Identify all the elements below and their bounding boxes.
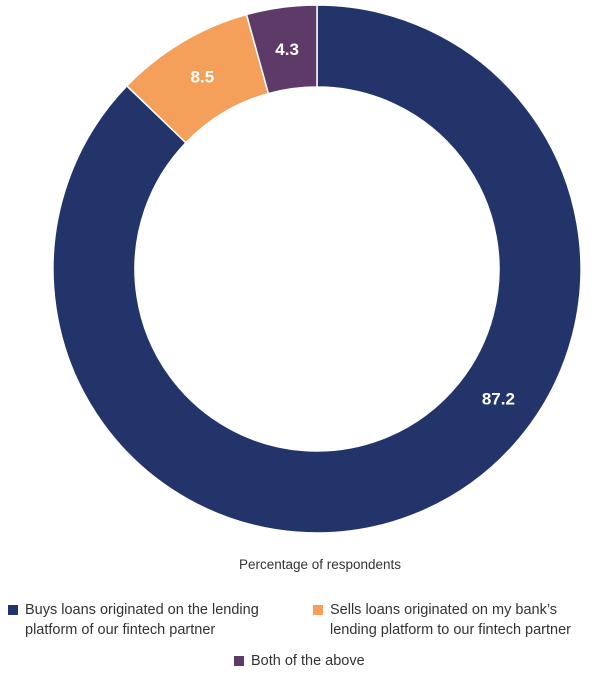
- legend-swatch-sells-loans: [313, 605, 323, 615]
- legend-label-line2: platform of our fintech partner: [25, 622, 216, 638]
- legend-item-buys-loans: Buys loans originated on the lending pla…: [8, 600, 298, 640]
- data-label-buys-loans: 87.2: [482, 390, 515, 409]
- legend-swatch-buys-loans: [8, 605, 18, 615]
- legend-swatch-both: [234, 656, 244, 666]
- data-label-sells-loans: 8.5: [191, 68, 215, 87]
- legend-item-both: Both of the above: [234, 651, 434, 671]
- chart-caption: Percentage of respondents: [238, 557, 402, 572]
- donut-chart: 87.2 8.5 4.3: [52, 4, 582, 534]
- legend-item-sells-loans: Sells loans originated on my bank’s lend…: [313, 600, 613, 640]
- legend-label-sells-loans: Sells loans originated on my bank’s lend…: [330, 600, 571, 640]
- data-label-both: 4.3: [275, 40, 299, 59]
- legend-label-line1: Sells loans originated on my bank’s: [330, 602, 558, 618]
- legend-label-line2: lending platform to our fintech partner: [330, 622, 571, 638]
- donut-slice-buys-loans: [52, 4, 582, 534]
- legend-label-buys-loans: Buys loans originated on the lending pla…: [25, 600, 259, 640]
- legend-label-both: Both of the above: [251, 653, 365, 669]
- legend-label-line1: Buys loans originated on the lending: [25, 602, 259, 618]
- donut-slice-both: [245, 4, 318, 95]
